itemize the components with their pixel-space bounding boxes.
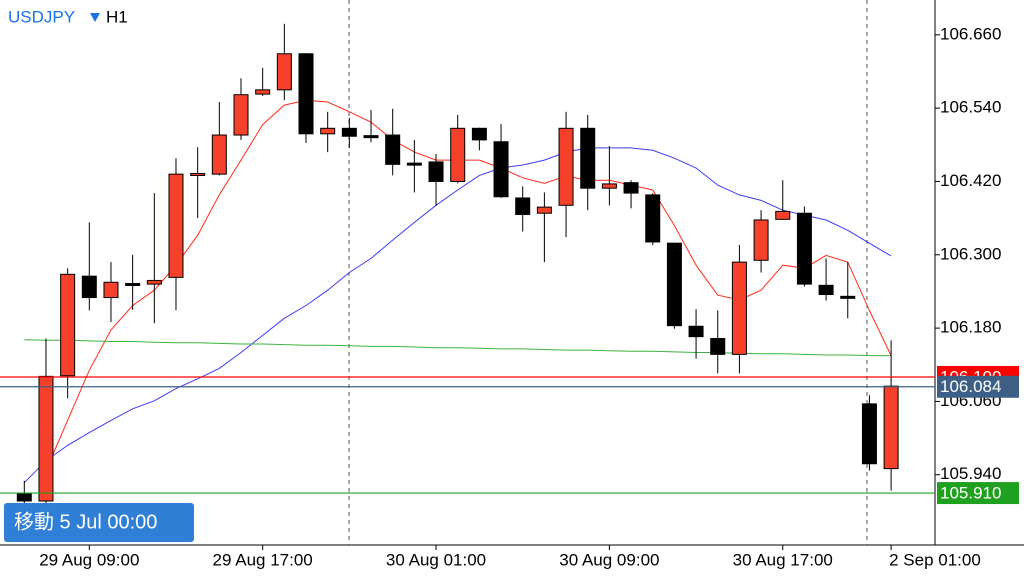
x-tick-label: 2 Sep 01:00: [889, 550, 981, 569]
candle-body: [515, 197, 531, 215]
candle-body: [341, 127, 357, 137]
candle-body: [796, 212, 812, 285]
candle-body: [883, 385, 899, 470]
candle-body: [190, 173, 206, 177]
candle-body: [406, 162, 422, 166]
y-tick-label: 106.420: [940, 171, 1001, 190]
moving-average: [23, 147, 892, 484]
candle-body: [385, 134, 401, 165]
candle-body: [753, 219, 769, 261]
candle-body: [38, 375, 54, 502]
price-label-box: [937, 375, 1019, 398]
x-tick-label: 30 Aug 01:00: [386, 550, 486, 569]
symbol[interactable]: USDJPY: [8, 7, 75, 26]
candle-body: [168, 173, 184, 278]
y-tick-label: 106.180: [940, 318, 1001, 337]
y-tick-label: 106.540: [940, 98, 1001, 117]
candle-body: [645, 194, 661, 243]
x-tick-label: 29 Aug 17:00: [213, 550, 313, 569]
candle-body: [428, 161, 444, 182]
button-label[interactable]: 移動 5 Jul 00:00: [14, 510, 157, 533]
y-tick-label: 106.660: [940, 24, 1001, 43]
candle-body: [710, 337, 726, 355]
candle-body: [363, 135, 379, 139]
candle-body: [276, 53, 292, 91]
button-background[interactable]: [4, 503, 194, 542]
candle-body: [471, 127, 487, 141]
jump-button[interactable]: 移動 5 Jul 00:00: [4, 503, 194, 542]
candle-body: [580, 127, 596, 189]
plot: [0, 23, 935, 512]
candle-body: [298, 53, 314, 135]
candle-body: [81, 275, 97, 299]
y-tick-label: 105.940: [940, 464, 1001, 483]
candle-body: [450, 127, 466, 182]
candle-body: [103, 281, 119, 299]
candle-body: [623, 182, 639, 194]
dropdown-icon[interactable]: [90, 13, 100, 22]
candle-body: [211, 134, 227, 175]
candle-body: [688, 325, 704, 338]
x-tick-label: 29 Aug 09:00: [39, 550, 139, 569]
candle-body: [255, 89, 271, 95]
candle-body: [818, 284, 834, 295]
candle-body: [861, 403, 877, 465]
x-tick-label: 30 Aug 17:00: [733, 550, 833, 569]
price-label: 106.084: [940, 377, 1001, 396]
candle-body: [60, 273, 76, 377]
candle-body: [146, 279, 162, 285]
candle-body: [666, 242, 682, 327]
price-label-box: [937, 482, 1019, 505]
timeframe[interactable]: H1: [106, 7, 128, 26]
candle-body: [731, 261, 747, 355]
price-label: 105.910: [940, 484, 1001, 503]
candle-body: [840, 295, 856, 299]
candle-body: [775, 210, 791, 220]
candle-body: [320, 127, 336, 135]
y-tick-label: 106.300: [940, 244, 1001, 263]
candle-body: [558, 127, 574, 206]
x-tick-label: 30 Aug 09:00: [559, 550, 659, 569]
candle-body: [16, 492, 32, 502]
candle-body: [125, 282, 141, 286]
moving-average: [45, 99, 892, 471]
candle-body: [493, 141, 509, 198]
candle-body: [233, 94, 249, 136]
candle-body: [601, 183, 617, 189]
candle-body: [536, 206, 552, 214]
